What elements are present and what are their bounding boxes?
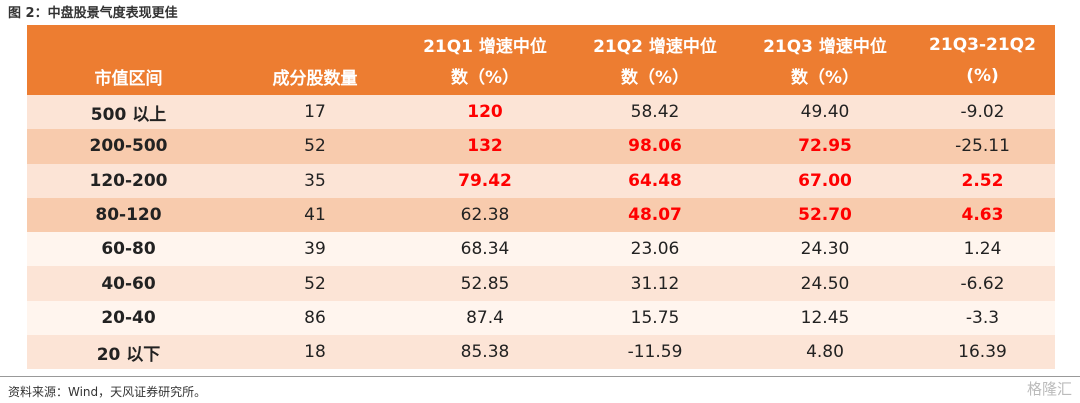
table-cell: 98.06 bbox=[628, 136, 682, 157]
header-cell: 21Q3 增速中位 数（%） bbox=[740, 25, 910, 95]
table-row: 500 以上 17 120 58.42 49.40 -9.02 bbox=[27, 95, 1055, 130]
table-row: 40-60 52 52.85 31.12 24.50 -6.62 bbox=[27, 266, 1055, 301]
header-row: 市值区间 成分股数量 21Q1 增速中位 数（%） 21Q2 增速中位 数（%） 21Q3 … bbox=[27, 25, 1055, 95]
table-cell: 4.80 bbox=[806, 342, 844, 363]
header-text: (%) bbox=[966, 65, 999, 86]
header-cell: 21Q1 增速中位 数（%） bbox=[400, 25, 570, 95]
table-cell: 23.06 bbox=[630, 239, 680, 260]
table-cell: 60-80 bbox=[101, 239, 156, 260]
table-cell: 52 bbox=[304, 273, 326, 294]
table-cell: 120 bbox=[467, 102, 503, 123]
watermark: 格隆汇 bbox=[1026, 380, 1072, 398]
table-row: 120-200 35 79.42 64.48 67.00 2.52 bbox=[27, 163, 1055, 198]
table-cell: -25.11 bbox=[955, 136, 1010, 157]
rule bbox=[0, 376, 1080, 377]
table-row: 20-40 86 87.4 15.75 12.45 -3.3 bbox=[27, 300, 1055, 336]
table-cell: 17 bbox=[304, 102, 326, 123]
table-cell: 200-500 bbox=[89, 136, 168, 157]
table-cell: 39 bbox=[304, 239, 326, 260]
table-cell: 31.12 bbox=[630, 273, 680, 294]
header-text: 21Q1 增速中位 bbox=[423, 37, 547, 57]
table-cell: 132 bbox=[467, 136, 503, 157]
table-cell: 48.07 bbox=[628, 205, 682, 226]
table-cell: -9.02 bbox=[960, 102, 1005, 123]
table-cell: 52.85 bbox=[460, 273, 510, 294]
table-row: 200-500 52 132 98.06 72.95 -25.11 bbox=[27, 129, 1055, 164]
header-text: 21Q3-21Q2 bbox=[929, 34, 1036, 55]
table-cell: 68.34 bbox=[460, 239, 510, 260]
table-row: 60-80 39 68.34 23.06 24.30 1.24 bbox=[27, 232, 1055, 267]
table-cell: -6.62 bbox=[960, 273, 1005, 294]
table-cell: 24.50 bbox=[800, 273, 850, 294]
header-cell: 21Q2 增速中位 数（%） bbox=[570, 25, 740, 95]
table-cell: 62.38 bbox=[460, 205, 510, 226]
table-cell: -3.3 bbox=[965, 307, 1000, 328]
table-row: 20 以下 18 85.38 -11.59 4.80 16.39 bbox=[27, 335, 1055, 370]
table-cell: 87.4 bbox=[466, 307, 504, 328]
table-cell: 35 bbox=[304, 170, 326, 191]
table-cell: 2.52 bbox=[961, 170, 1004, 191]
source-note: 资料来源：Wind，天风证券研究所。 bbox=[8, 385, 207, 399]
table-cell: 72.95 bbox=[798, 136, 852, 157]
table-row: 80-120 41 62.38 48.07 52.70 4.63 bbox=[27, 197, 1055, 233]
table-cell: 67.00 bbox=[798, 170, 852, 191]
table-cell: 41 bbox=[304, 205, 326, 226]
table-cell: 52.70 bbox=[798, 205, 852, 226]
table-cell: 20-40 bbox=[101, 307, 156, 328]
table-cell: 500 以上 bbox=[90, 104, 167, 125]
header-text: 市值区间 bbox=[94, 69, 163, 89]
header-cell: 市值区间 bbox=[27, 25, 230, 95]
table-cell: 12.45 bbox=[800, 307, 850, 328]
header-text: 数（%） bbox=[620, 68, 690, 88]
table-cell: 1.24 bbox=[963, 239, 1002, 260]
table-cell: 79.42 bbox=[458, 170, 512, 191]
header-cell: 21Q3-21Q2 (%) bbox=[910, 25, 1055, 95]
table-cell: 20 以下 bbox=[96, 344, 161, 365]
header-cell: 成分股数量 bbox=[230, 25, 400, 95]
header-text: 成分股数量 bbox=[272, 69, 358, 89]
table-cell: 4.63 bbox=[961, 205, 1004, 226]
figure-title: 图 2：中盘股景气度表现更佳 bbox=[8, 6, 178, 21]
table-cell: 24.30 bbox=[800, 239, 850, 260]
table-cell: 18 bbox=[304, 342, 326, 363]
table: 市值区间 成分股数量 21Q1 增速中位 数（%） 21Q2 增速中位 数（%） 21Q3 … bbox=[27, 25, 1055, 370]
header-text: 21Q2 增速中位 bbox=[593, 37, 717, 57]
header-text: 21Q3 增速中位 bbox=[763, 37, 887, 57]
table-cell: 80-120 bbox=[95, 205, 162, 226]
table-cell: -11.59 bbox=[627, 342, 683, 363]
table-cell: 49.40 bbox=[800, 102, 850, 123]
table-cell: 86 bbox=[304, 307, 326, 328]
table-cell: 85.38 bbox=[460, 342, 510, 363]
table-cell: 40-60 bbox=[101, 273, 156, 294]
table-cell: 15.75 bbox=[630, 307, 680, 328]
header-text: 数（%） bbox=[790, 68, 860, 88]
header-text: 数（%） bbox=[450, 68, 520, 88]
table-cell: 120-200 bbox=[89, 170, 168, 191]
table-cell: 58.42 bbox=[630, 102, 680, 123]
table-cell: 16.39 bbox=[958, 342, 1007, 363]
table-cell: 52 bbox=[304, 136, 326, 157]
table-cell: 64.48 bbox=[628, 170, 682, 191]
